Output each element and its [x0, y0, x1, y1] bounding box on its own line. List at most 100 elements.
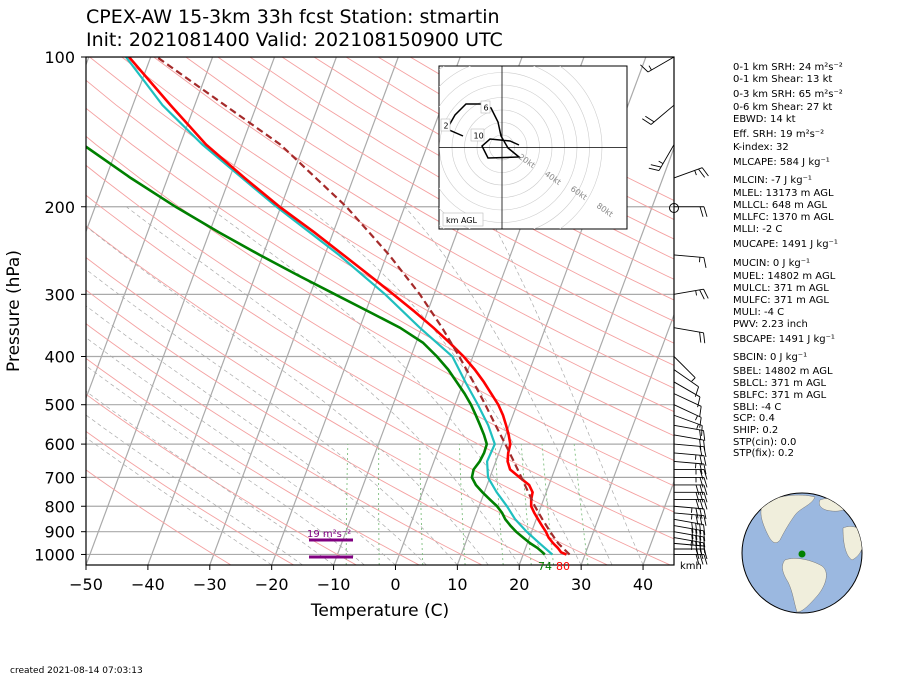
wind-barb-flag [699, 530, 702, 541]
wind-barb-flag [703, 484, 708, 496]
index-line: PWV: 2.23 inch [733, 319, 808, 330]
wind-barb-flag [703, 206, 708, 217]
y-tick-label: 200 [44, 198, 75, 217]
wind-barb-flag [699, 515, 703, 526]
wind-barb-flag [703, 554, 708, 565]
mixing-ratio-line [520, 444, 532, 565]
index-line: MLLCL: 648 m AGL [733, 200, 827, 211]
wind-barb-half [690, 540, 693, 546]
moist-adiabat [86, 414, 303, 565]
mixing-ratio-line [345, 444, 349, 565]
wind-barb-flag [699, 463, 703, 474]
dry-adiabat [86, 357, 420, 565]
index-line: MULI: -4 C [733, 307, 784, 318]
moist-adiabat [306, 206, 582, 565]
index-line: 0-6 km Shear: 27 kt [733, 102, 832, 113]
isotherm [147, 57, 337, 565]
moist-adiabat [86, 305, 427, 565]
moist-adiabat [207, 206, 551, 565]
wind-barb-flag [703, 515, 707, 526]
mixing-ratio-line [458, 444, 466, 565]
wind-barb-shaft [673, 452, 704, 456]
dry-adiabat [86, 323, 483, 565]
wind-barb-flag [699, 477, 704, 488]
hodograph-height-box [480, 100, 491, 114]
wind-barb-shaft [658, 144, 675, 171]
globe-land-south-america [782, 558, 827, 613]
wind-barb-flag [703, 257, 707, 268]
y-axis-label: Pressure (hPa) [4, 250, 24, 372]
wind-units-label: kmh [680, 561, 702, 572]
wind-barb-flag [703, 430, 706, 441]
wind-barb-flag [691, 522, 694, 533]
wind-barb-flag [699, 554, 704, 565]
index-line: SBLCL: 371 m AGL [733, 378, 826, 389]
wind-barb-shaft [673, 393, 702, 407]
wind-barb-flag [703, 499, 708, 510]
y-tick-labels: 100 200 300 400 500 600 700 800 900 1000 [34, 48, 86, 564]
x-tick-label: 40 [633, 575, 653, 594]
index-line: SBLFC: 371 m AGL [733, 390, 827, 401]
hodograph-height-label: 6 [484, 104, 489, 113]
temperature-line [128, 57, 567, 556]
surface-temperature-label: 80 [556, 560, 570, 573]
dry-adiabat [249, 57, 674, 301]
index-line: STP(fix): 0.2 [733, 448, 794, 459]
hodograph-height-box [440, 118, 451, 132]
wind-barb-flag [642, 118, 652, 125]
wind-barb-flag [650, 164, 662, 168]
dry-adiabat [86, 289, 545, 565]
dry-adiabat [86, 257, 608, 565]
wind-barb-flag [691, 528, 694, 540]
isotherm [86, 57, 214, 400]
wind-barb-half [658, 160, 664, 165]
wind-barb-flag [699, 417, 702, 428]
wind-barb-flag [699, 484, 704, 496]
station-marker [798, 550, 806, 558]
y-tick-label: 800 [44, 497, 75, 516]
wind-barb-flag [703, 536, 706, 548]
wind-barb-flag [699, 332, 702, 343]
index-line: MLLFC: 1370 m AGL [733, 212, 834, 223]
index-line: MLCAPE: 584 J kg⁻¹ [733, 157, 830, 168]
moist-adiabat [86, 337, 396, 565]
wind-barb-flag [695, 499, 700, 510]
wind-barb-flag [640, 64, 649, 73]
wind-barb-shaft [673, 369, 699, 388]
wind-barb-shaft [673, 505, 704, 510]
wind-barb-flag [699, 499, 704, 510]
wind-barb-shaft [673, 167, 703, 179]
wind-barb-flag [694, 386, 700, 397]
hodograph-legend-box [442, 212, 484, 227]
wind-barb-shaft [673, 460, 704, 465]
wind-barb-flag [695, 523, 698, 534]
wind-barb-half [691, 377, 696, 382]
wind-barb-flag [699, 439, 702, 450]
wind-barbs [640, 56, 709, 565]
wind-barb-flag [645, 115, 655, 123]
wind-barb-flag [699, 406, 702, 417]
index-line: 0-1 km Shear: 13 kt [733, 74, 832, 85]
wind-barb-flag [703, 542, 706, 554]
wind-barb-shaft [650, 104, 675, 125]
dry-adiabat [86, 79, 674, 437]
dry-adiabat [121, 57, 674, 389]
index-line: STP(cin): 0.0 [733, 437, 796, 448]
wind-barb-shaft [647, 56, 675, 73]
y-tick-label: 500 [44, 396, 75, 415]
wind-barb-flag [703, 492, 708, 503]
mixing-ratio-line [419, 444, 424, 565]
index-line: MUCIN: 0 J kg⁻¹ [733, 258, 810, 269]
moist-adiabat [86, 226, 489, 565]
wind-barb-shaft [673, 531, 704, 538]
wind-barb-half [695, 415, 698, 421]
wind-barb-shaft [673, 434, 704, 441]
wind-barb-flag [648, 167, 660, 172]
index-line: SBCIN: 0 J kg⁻¹ [733, 352, 807, 363]
wind-barb-flag [703, 469, 708, 480]
y-tick-label: 100 [44, 48, 75, 67]
wind-barb-half [696, 423, 699, 429]
wind-barb-flag [695, 508, 699, 519]
wind-barb-flag [699, 508, 703, 519]
mixing-ratio-line [541, 444, 555, 565]
